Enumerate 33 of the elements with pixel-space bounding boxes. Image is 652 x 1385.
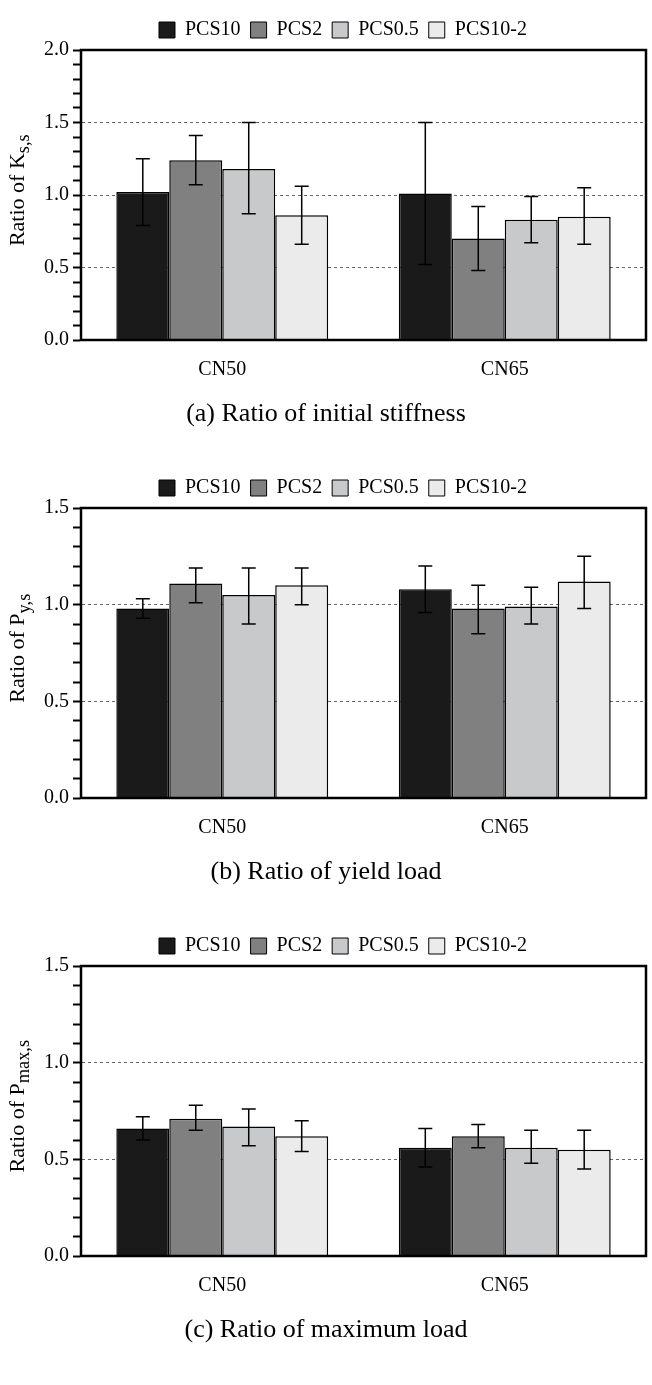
x-tick-label: CN50	[198, 1273, 247, 1296]
y-tick-label: 2.0	[44, 37, 69, 60]
y-tick-label: 0.5	[44, 254, 69, 277]
y-tick-label: 1.5	[44, 495, 69, 518]
y-tick-label: 1.0	[44, 591, 69, 614]
x-tick-label: CN50	[198, 357, 247, 380]
x-tick-label: CN65	[480, 357, 529, 380]
y-tick-label: 1.0	[44, 182, 69, 205]
legend-label: PCS2	[276, 933, 323, 956]
x-tick-label: CN65	[480, 815, 529, 838]
legend-label: PCS10-2	[454, 475, 528, 498]
y-tick-label: 0.5	[44, 1146, 69, 1169]
y-tick-label: 1.0	[44, 1049, 69, 1072]
x-tick-label: CN65	[480, 1273, 529, 1296]
legend-label: PCS2	[276, 475, 323, 498]
legend-label: PCS2	[276, 17, 323, 40]
y-tick-label: 0.5	[44, 688, 69, 711]
legend-label: PCS10-2	[454, 933, 528, 956]
y-tick-label: 0.0	[44, 1243, 69, 1266]
legend-label: PCS0.5	[358, 17, 419, 40]
legend-label: PCS10	[185, 933, 241, 956]
y-tick-label: 1.5	[44, 109, 69, 132]
text: (a) Ratio of initial stiffness	[185, 398, 467, 428]
x-tick-label: CN50	[198, 815, 247, 838]
legend-label: PCS10-2	[454, 17, 528, 40]
y-tick-label: 1.5	[44, 953, 69, 976]
text: (b) Ratio of yield load	[209, 856, 443, 886]
legend-label: PCS0.5	[358, 475, 419, 498]
y-tick-label: 0.0	[44, 785, 69, 808]
legend-label: PCS10	[185, 475, 241, 498]
legend-label: PCS0.5	[358, 933, 419, 956]
legend-label: PCS10	[185, 17, 241, 40]
text: (c) Ratio of maximum load	[183, 1314, 469, 1344]
